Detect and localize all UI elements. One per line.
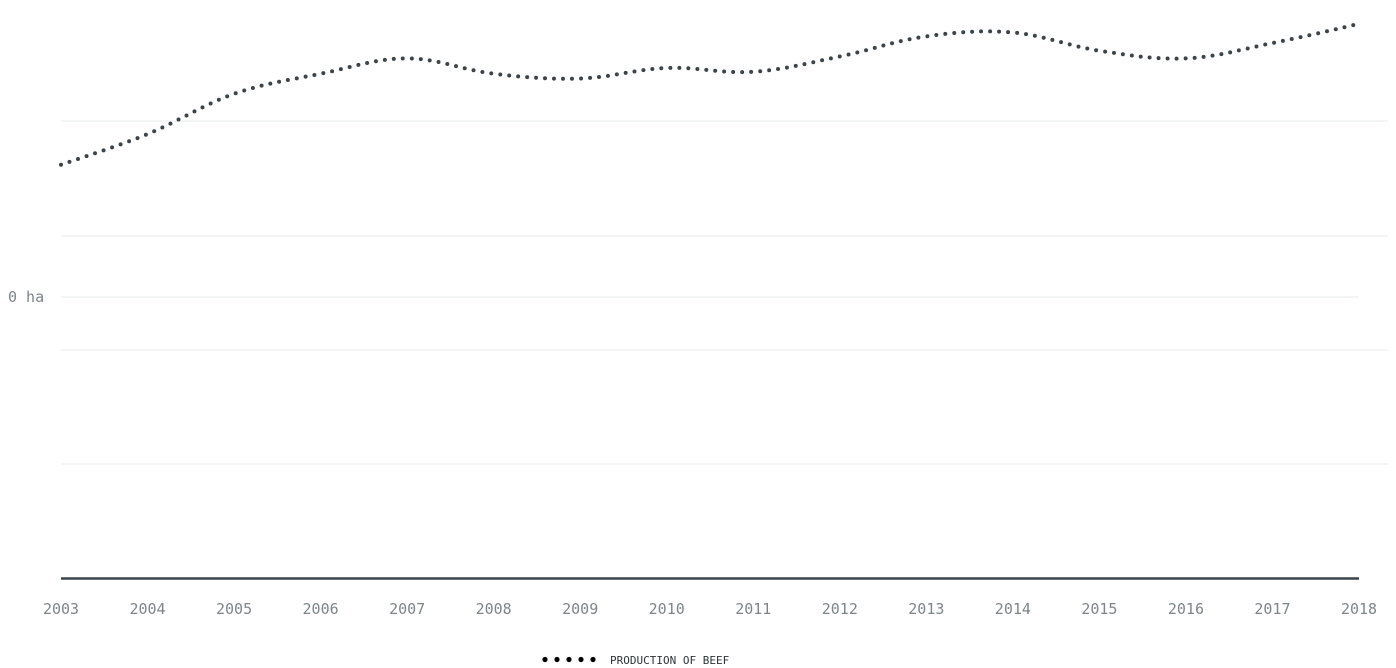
x-tick-label: 2014 (995, 600, 1031, 618)
data-point[interactable] (57, 161, 65, 169)
legend-dot (590, 656, 596, 663)
x-tick-label: 2013 (908, 600, 944, 618)
data-point[interactable] (922, 32, 930, 40)
legend-dot (542, 656, 548, 663)
legend[interactable]: PRODUCTION OF BEEF (542, 654, 729, 667)
series-layer (57, 20, 1363, 169)
x-tick-label: 2008 (476, 600, 512, 618)
x-tick-label: 2015 (1081, 600, 1117, 618)
x-tick-label: 2007 (389, 600, 425, 618)
data-point[interactable] (317, 70, 325, 78)
x-tick-label: 2018 (1341, 600, 1377, 618)
x-tick-label: 2006 (303, 600, 339, 618)
legend-dot (554, 656, 560, 663)
x-tick-label: 2010 (649, 600, 685, 618)
x-tick-label: 2005 (216, 600, 252, 618)
legend-swatch (542, 656, 596, 663)
data-point[interactable] (403, 54, 411, 62)
legend-dot (578, 656, 584, 663)
data-point[interactable] (1182, 54, 1190, 62)
data-point[interactable] (836, 52, 844, 60)
grid-layer (61, 120, 1388, 465)
data-point[interactable] (490, 70, 498, 78)
x-tick-label: 2004 (129, 600, 165, 618)
x-tick-label: 2011 (735, 600, 771, 618)
data-point[interactable] (230, 90, 238, 98)
legend-dot (566, 656, 572, 663)
x-tick-label: 2017 (1254, 600, 1290, 618)
legend-label: PRODUCTION OF BEEF (610, 654, 729, 667)
data-point[interactable] (1355, 20, 1363, 28)
data-point[interactable] (1009, 29, 1017, 37)
data-point[interactable] (144, 130, 152, 138)
series-line-production-of-beef[interactable] (59, 21, 1361, 167)
x-tick-label: 2012 (822, 600, 858, 618)
data-point[interactable] (576, 75, 584, 83)
data-point[interactable] (1095, 47, 1103, 55)
x-tick-label: 2016 (1168, 600, 1204, 618)
y-tick-label: 0 ha (8, 288, 44, 306)
x-tick-label: 2003 (43, 600, 79, 618)
axis-layer: 0 ha 2003 2004 2005 2006 2007 2008 2009 2010 2011… (8, 288, 1377, 618)
x-tick-label: 2009 (562, 600, 598, 618)
data-point[interactable] (749, 68, 757, 76)
data-point[interactable] (1268, 39, 1276, 47)
data-point[interactable] (663, 64, 671, 72)
